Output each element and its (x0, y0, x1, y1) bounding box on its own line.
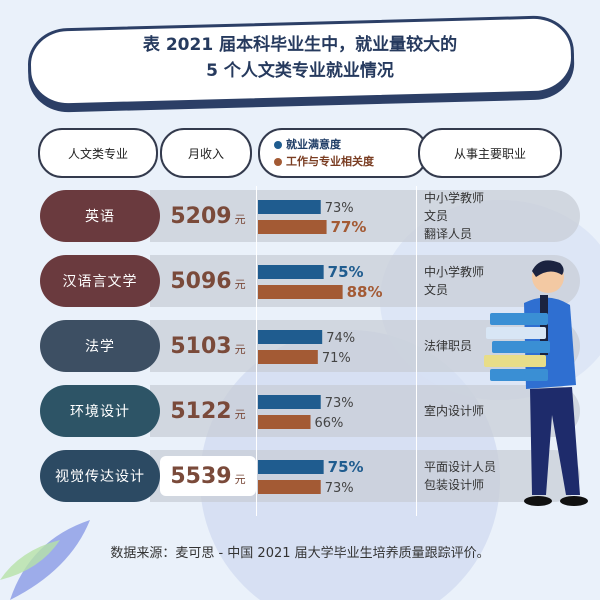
major-label: 环境设计 (40, 385, 160, 437)
row-band (150, 190, 580, 242)
occupation-item: 包装设计师 (424, 478, 485, 492)
income-unit: 元 (234, 343, 246, 356)
occupation-list: 中小学教师文员翻译人员 (424, 189, 484, 243)
occupation-item: 文员 (424, 209, 449, 223)
major-label: 英语 (40, 190, 160, 242)
bar-satisfaction (258, 265, 324, 279)
bar-value-label: 73% (325, 201, 354, 216)
chart-title: 表 2021 届本科毕业生中，就业量较大的 5 个人文类专业就业情况 (60, 32, 540, 84)
income-value: 5122 元 (160, 385, 256, 437)
income-number: 5122 (170, 398, 232, 424)
occupation-list: 平面设计人员 包装设计师 (424, 458, 496, 494)
income-unit: 元 (234, 473, 246, 486)
income-number: 5539 (170, 463, 232, 489)
occupation-list: 中小学教师 文员 (424, 263, 484, 299)
bar-value-label: 75% (328, 458, 364, 476)
header-occupation: 从事主要职业 (418, 128, 562, 178)
occupation-item: 中小学教师 (424, 191, 485, 205)
bar-value-label: 73% (325, 481, 354, 496)
title-line-2: 5 个人文类专业就业情况 (206, 61, 394, 81)
bar-relevance (258, 415, 311, 429)
income-value: 5539 元 (160, 456, 256, 496)
income-number: 5209 (170, 203, 232, 229)
occupation-item: 中小学教师 (424, 265, 485, 279)
divider (416, 186, 417, 516)
legend-swatch (274, 140, 282, 149)
legend-swatch (274, 157, 282, 166)
occupation-item: 平面设计人员 (424, 460, 497, 474)
major-label: 汉语言文学 (40, 255, 160, 307)
legend-label: 工作与专业相关度 (286, 155, 374, 168)
bar-satisfaction (258, 200, 321, 214)
occupation-item: 文员 (424, 283, 449, 297)
occupation-item: 翻译人员 (424, 227, 473, 241)
occupation-item: 法律职员 (424, 339, 473, 353)
bar-relevance (258, 285, 343, 299)
bar-relevance (258, 350, 318, 364)
bar-satisfaction (258, 330, 323, 344)
bar-relevance (258, 220, 327, 234)
bar-chart: 73% 77% 75% 88% 74% 71% 73% 66% 75% 73% (258, 200, 383, 496)
income-unit: 元 (234, 213, 246, 226)
header-income: 月收入 (160, 128, 252, 178)
legend-item-satisfaction: 就业满意度 (274, 136, 341, 153)
income-value: 5103 元 (160, 320, 256, 372)
row-band (150, 385, 580, 437)
bar-value-label: 77% (331, 218, 367, 236)
source-note: 数据来源：麦可思 - 中国 2021 届大学毕业生培养质量跟踪评价。 (110, 546, 490, 561)
income-value: 5096 元 (160, 255, 256, 307)
income-value: 5209 元 (160, 190, 256, 242)
occupation-item: 室内设计师 (424, 404, 485, 418)
income-unit: 元 (234, 408, 246, 421)
leaves-decoration (0, 520, 90, 600)
row-band (150, 255, 580, 307)
income-unit: 元 (234, 278, 246, 291)
bar-value-label: 71% (322, 351, 351, 366)
bar-value-label: 74% (326, 331, 355, 346)
bar-value-label: 75% (328, 263, 364, 281)
occupation-list: 室内设计师 (424, 402, 484, 420)
legend-item-relevance: 工作与专业相关度 (274, 153, 374, 170)
income-number: 5096 (170, 268, 232, 294)
title-line-1: 表 2021 届本科毕业生中，就业量较大的 (142, 35, 458, 55)
legend: 就业满意度 工作与专业相关度 (258, 128, 428, 178)
income-number: 5103 (170, 333, 232, 359)
bar-value-label: 66% (315, 416, 344, 431)
header-major: 人文类专业 (38, 128, 158, 178)
bar-satisfaction (258, 460, 324, 474)
divider (256, 186, 257, 516)
major-label: 视觉传达设计 (40, 450, 160, 502)
legend-label: 就业满意度 (286, 138, 341, 151)
bar-satisfaction (258, 395, 321, 409)
bar-value-label: 73% (325, 396, 354, 411)
bar-value-label: 88% (347, 283, 383, 301)
bar-relevance (258, 480, 321, 494)
person-illustration (484, 260, 588, 506)
occupation-list: 法律职员 (424, 337, 472, 355)
major-label: 法学 (40, 320, 160, 372)
